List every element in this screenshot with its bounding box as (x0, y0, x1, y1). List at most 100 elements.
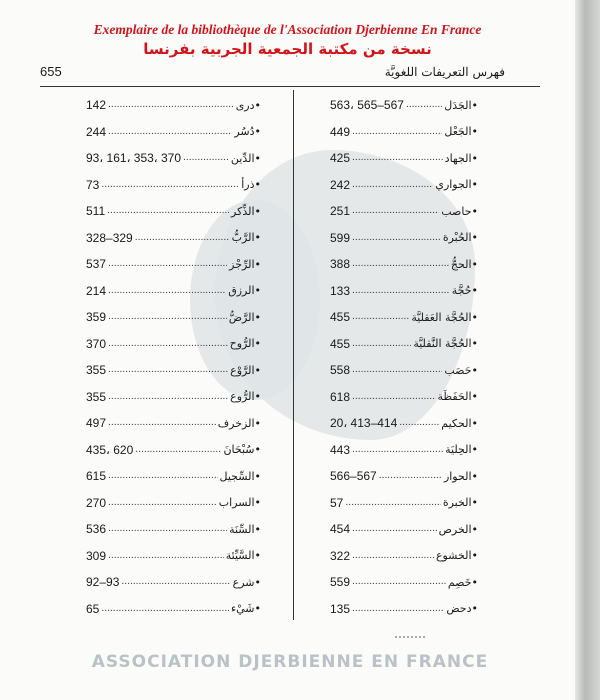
index-entry: •الرَّضُّ 359 (86, 304, 261, 331)
leader-dots (352, 577, 446, 587)
entry-pages: 537 (86, 257, 107, 272)
entry-pages: 142 (86, 98, 107, 113)
page-ornament (395, 630, 425, 638)
leader-dots (135, 445, 221, 455)
entry-term: •الرَّبُّ (231, 231, 261, 245)
entry-pages: 536 (86, 522, 107, 537)
index-entry: •الزخرف 497 (86, 410, 261, 437)
index-entry: •الحُبْرة 599 (330, 225, 478, 252)
index-entry: •السراب 270 (86, 490, 261, 517)
leader-dots (107, 206, 229, 216)
leader-dots (352, 127, 442, 137)
index-entry: •الحُجَّة النَّقليَّة 455 (330, 331, 478, 358)
entry-term: •الرُّوع (230, 390, 261, 404)
entry-term: •درى (235, 98, 261, 112)
leader-dots (108, 339, 228, 349)
leader-dots (352, 339, 411, 349)
leader-dots (108, 365, 228, 375)
index-entry: •الجَدَل 563، 565–567 (330, 92, 478, 119)
entry-pages: 65 (86, 601, 100, 616)
entry-pages: 455 (330, 336, 351, 351)
page-edge-shadow (575, 0, 600, 700)
entry-term: •الحوار (443, 469, 478, 483)
entry-term: •السَّيِّئة (225, 549, 261, 563)
leader-dots (352, 365, 442, 375)
index-entry: •شرع 92–93 (86, 569, 261, 596)
entry-term: •الحجُّ (450, 257, 478, 271)
leader-dots (108, 471, 218, 481)
entry-term: •الحِليَة (445, 443, 478, 457)
index-entry: •الرِّجْز 537 (86, 251, 261, 278)
index-entry: •الذِّكر 511 (86, 198, 261, 225)
leader-dots (379, 471, 442, 481)
entry-term: •حاصب (441, 204, 478, 218)
entry-pages: 355 (86, 389, 107, 404)
entry-pages: 559 (330, 575, 351, 590)
entry-term: •شَيْء (230, 602, 261, 616)
entry-pages: 563، 565–567 (330, 98, 404, 113)
index-entry: •الجهاد 425 (330, 145, 478, 172)
column-divider (293, 90, 294, 620)
index-entry: •الخشوع 322 (330, 543, 478, 570)
entry-pages: 558 (330, 363, 351, 378)
entry-term: •الحَفَظَة (437, 390, 478, 404)
index-entry: •ذرأ 73 (86, 172, 261, 199)
index-entry: •السِّجيل 615 (86, 463, 261, 490)
index-entry: •الحُجَّة العَقليَّة 455 (330, 304, 478, 331)
index-entry: •دُسُر 244 (86, 119, 261, 146)
index-entry: •الحكيم 20، 413–414 (330, 410, 478, 437)
entry-term: •الرزق (228, 284, 261, 298)
entry-pages: 20، 413–414 (330, 416, 398, 431)
entry-pages: 359 (86, 310, 107, 325)
leader-dots (108, 312, 227, 322)
entry-pages: 454 (330, 522, 351, 537)
index-entry: •خَصِم 559 (330, 569, 478, 596)
leader-dots (352, 233, 441, 243)
entry-pages: 92–93 (86, 575, 120, 590)
leader-dots (352, 259, 449, 269)
leader-dots (352, 445, 443, 455)
watermark-text: ASSOCIATION DJERBIENNE EN FRANCE (91, 652, 489, 672)
entry-term: •سُبْحَانَ (223, 443, 261, 457)
entry-term: •حَصَب (444, 363, 478, 377)
entry-term: •الجواري (435, 178, 478, 192)
entry-pages: 135 (330, 601, 351, 616)
index-column-right: •الجَدَل 563، 565–567 •الجَعْل 449 •الجهاد 42… (330, 92, 478, 622)
index-entry: •الرُّوع 355 (86, 384, 261, 411)
entry-term: •الحُبْرة (442, 231, 478, 245)
entry-pages: 73 (86, 177, 100, 192)
index-entry: •الرَّوْع 355 (86, 357, 261, 384)
leader-dots (406, 100, 442, 110)
index-entry: •الدِّين 93، 161، 353، 370 (86, 145, 261, 172)
leader-dots (352, 153, 443, 163)
entry-pages: 388 (330, 257, 351, 272)
leader-dots (108, 418, 216, 428)
entry-pages: 497 (86, 416, 107, 431)
index-entry: •الحجُّ 388 (330, 251, 478, 278)
entry-pages: 425 (330, 151, 351, 166)
entry-term: •الحُجَّة العَقليَّة (411, 310, 478, 324)
entry-pages: 615 (86, 469, 107, 484)
header-rule (40, 86, 540, 87)
index-entry: •السَّيِّئة 309 (86, 543, 261, 570)
index-entry: •الخبرة 57 (330, 490, 478, 517)
leader-dots (121, 577, 230, 587)
entry-term: •السِّنَة (229, 522, 261, 536)
entry-term: •الدِّين (230, 151, 261, 165)
entry-pages: 270 (86, 495, 107, 510)
leader-dots (352, 392, 435, 402)
page-number: 655 (40, 64, 62, 79)
leader-dots (108, 551, 224, 561)
index-entry: •الحَفَظَة 618 (330, 384, 478, 411)
entry-term: •الجَدَل (444, 98, 478, 112)
leader-dots (108, 259, 227, 269)
leader-dots (135, 233, 230, 243)
leader-dots (352, 551, 434, 561)
entry-pages: 214 (86, 283, 107, 298)
entry-term: •دُسُر (234, 125, 261, 139)
entry-pages: 328–329 (86, 230, 133, 245)
index-entry: •حُجَّة 133 (330, 278, 478, 305)
entry-term: •الرَّضُّ (228, 310, 261, 324)
index-entry: •السِّنَة 536 (86, 516, 261, 543)
entry-term: •الحُجَّة النَّقليَّة (413, 337, 478, 351)
